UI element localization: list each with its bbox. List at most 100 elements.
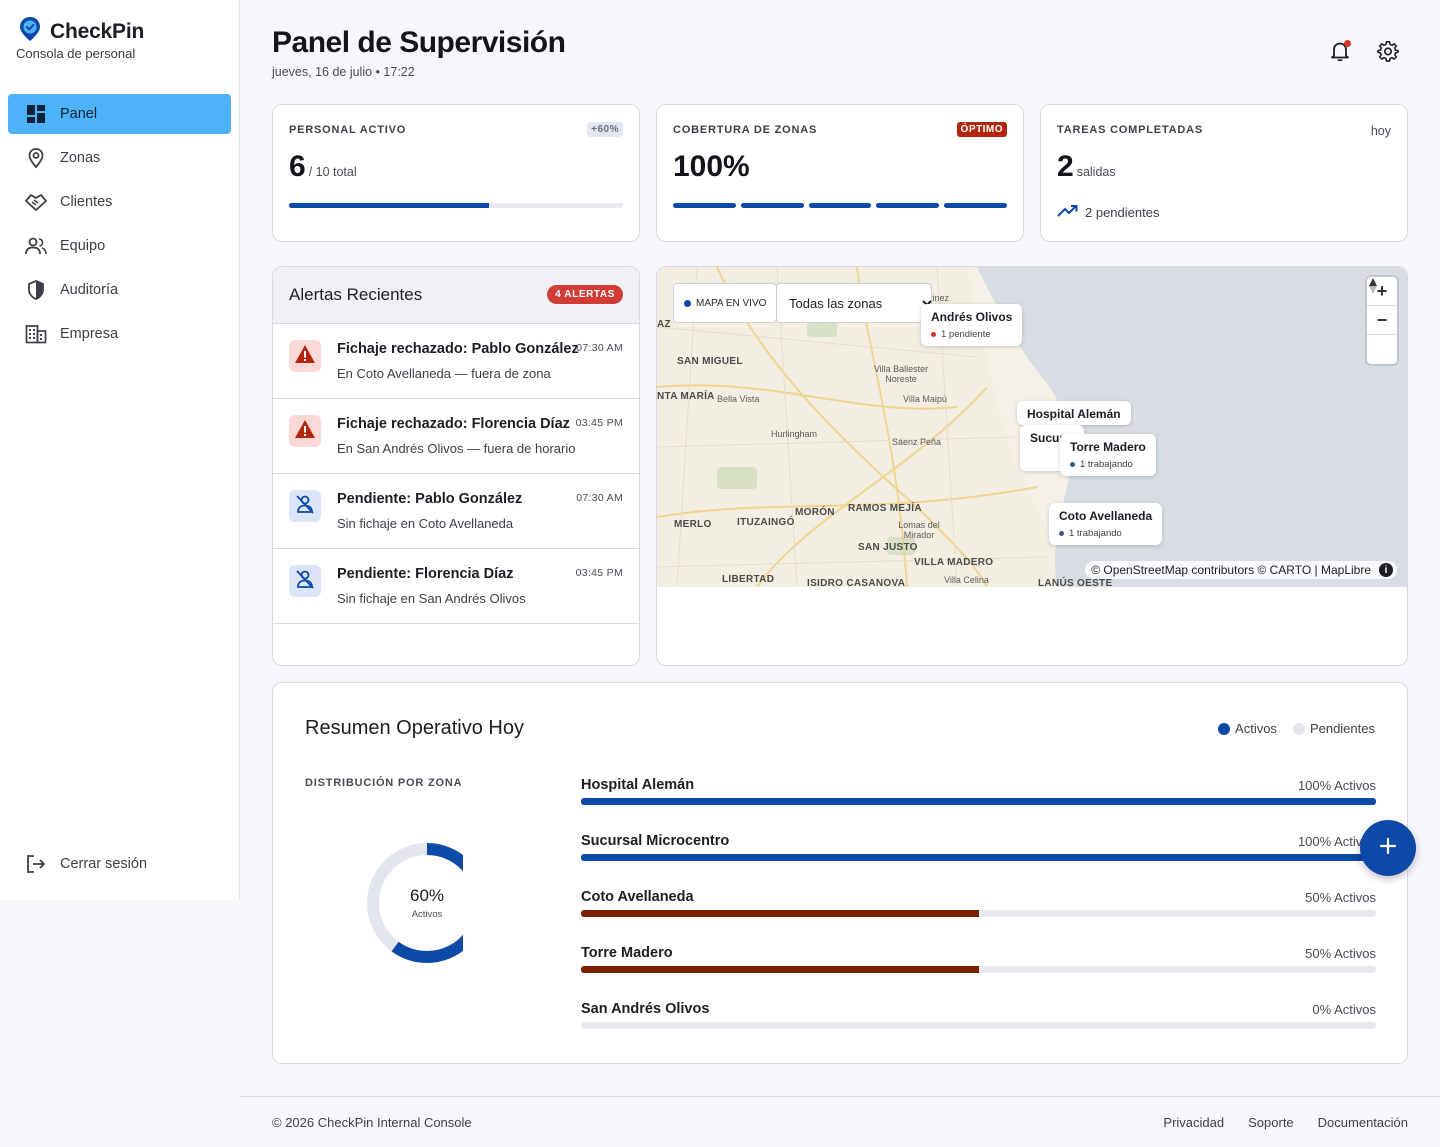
zone-filter-select[interactable]: Todas las zonas [776,283,932,323]
pending-count: 2 pendientes [1085,205,1160,220]
map-label: MORÓN [795,507,835,518]
map-marker-hospital-aleman[interactable]: Hospital Alemán [1017,401,1131,425]
dashboard-icon [24,102,48,126]
live-map[interactable]: rtinez AZ SAN MIGUEL NTA MARÍA Bella Vis… [657,267,1407,587]
alert-item[interactable]: Fichaje rechazado: Pablo González En Cot… [273,324,639,399]
map-label: ITUZAINGÓ [737,517,795,528]
sidebar-item-clientes[interactable]: Clientes [8,182,231,222]
logout-button[interactable]: Cerrar sesión [24,852,147,876]
map-marker-andres-olivos[interactable]: Andrés Olivos 1 pendiente [921,304,1023,346]
alert-title: Pendiente: Florencia Díaz [337,566,514,582]
marker-status: 1 trabajando [1059,528,1152,539]
alert-icon-bg [289,415,321,447]
map-marker-coto-avellaneda[interactable]: Coto Avellaneda 1 trabajando [1049,503,1163,545]
sidebar-nav: Panel Zonas Clientes Equipo Auditoría [8,94,231,358]
marker-status-text: 1 pendiente [941,329,991,340]
map-label: Lomas del Mirador [898,520,940,540]
alert-title: Pendiente: Pablo González [337,491,523,507]
time-text: 17:22 [383,65,415,79]
alerts-count-badge: 4 ALERTAS [547,285,623,304]
page-date: jueves, 16 de julio • 17:22 [272,65,415,79]
alert-item[interactable]: Pendiente: Pablo González Sin fichaje en… [273,474,639,549]
alert-icon-bg [289,565,321,597]
person-off-icon [294,493,316,520]
staff-progress-bar [289,203,623,208]
sidebar-item-zonas[interactable]: Zonas [8,138,231,178]
stat-card-tasks: TAREAS COMPLETADAS hoy 2 salidas 2 pendie… [1040,104,1408,242]
alert-icon-bg [289,340,321,372]
alert-icon-bg [289,490,321,522]
trend-badge: +60% [587,122,623,137]
zone-row: Torre Madero 50% Activos [581,945,1376,1001]
coverage-segment [673,203,736,208]
alert-description: En San Andrés Olivos — fuera de horario [337,441,576,456]
status-dot [1070,462,1075,467]
alert-item[interactable]: Pendiente: Florencia Díaz Sin fichaje en… [273,549,639,624]
map-panel: rtinez AZ SAN MIGUEL NTA MARÍA Bella Vis… [656,266,1408,666]
donut-mask [463,839,491,967]
add-fab-button[interactable] [1360,820,1416,876]
map-label: Villa Maipú [903,394,947,404]
attribution-text: © OpenStreetMap contributors © CARTO | M… [1091,563,1371,577]
footer-link-privacy[interactable]: Privacidad [1163,1115,1225,1130]
stat-label: TAREAS COMPLETADAS [1057,124,1203,136]
alert-item[interactable]: Fichaje rechazado: Florencia Díaz En San… [273,399,639,474]
sidebar-item-auditoria[interactable]: Auditoría [8,270,231,310]
zone-bar-fill [581,854,1376,861]
group-icon [24,234,48,258]
trending-up-icon [1057,204,1079,221]
brand[interactable]: CheckPin [18,16,144,47]
map-label: SAN JUSTO [858,542,918,553]
handshake-icon [24,190,48,214]
footer-link-support[interactable]: Soporte [1248,1115,1294,1130]
map-label: LANÚS OESTE [1038,578,1113,587]
zone-filter-value: Todas las zonas [789,295,883,311]
footer-link-docs[interactable]: Documentación [1317,1115,1408,1130]
bell-icon [1330,40,1350,67]
compass-button[interactable] [1367,278,1397,364]
checkpin-logo-icon [18,16,42,47]
building-icon [24,322,48,346]
coverage-segment [876,203,940,208]
date-separator: • [375,65,384,79]
map-marker-torre-madero[interactable]: Torre Madero 1 trabajando [1060,434,1156,476]
stat-label: COBERTURA DE ZONAS [673,124,818,136]
notifications-button[interactable] [1325,38,1355,68]
live-dot [684,299,691,307]
shield-icon [24,278,48,302]
active-donut-chart [367,839,491,967]
sidebar-item-label: Equipo [60,238,106,254]
zoom-out-button[interactable]: − [1367,306,1397,335]
map-label: Hurlingham [771,429,818,439]
alert-description: Sin fichaje en San Andrés Olivos [337,591,526,606]
page-title: Panel de Supervisión [272,26,566,59]
person-off-icon [294,568,316,595]
sidebar-item-label: Auditoría [60,282,119,298]
date-text: jueves, 16 de julio [272,65,373,79]
sidebar-item-panel[interactable]: Panel [8,94,231,134]
zone-bar-track [581,798,1376,805]
summary-title: Resumen Operativo Hoy [305,717,524,739]
live-map-chip[interactable]: MAPA EN VIVO [673,283,778,323]
staff-progress-fill [289,203,490,208]
stat-label: PERSONAL ACTIVO [289,124,407,136]
alert-description: Sin fichaje en Coto Avellaneda [337,516,514,531]
alerts-panel: Alertas Recientes 4 ALERTAS Fichaje rech… [272,266,640,666]
sidebar-item-empresa[interactable]: Empresa [8,314,231,354]
stat-number: 2 [1057,150,1074,183]
info-icon[interactable]: i [1379,563,1393,577]
stat-value: 100% [673,150,750,183]
settings-button[interactable] [1373,38,1403,68]
map-label: MERLO [674,519,712,530]
footer: © 2026 CheckPin Internal Console Privaci… [240,1096,1440,1147]
zoom-in-button[interactable]: + [1367,277,1397,306]
stat-value: 6/ 10 total [289,150,357,184]
notification-dot [1344,40,1351,47]
alert-time: 03:45 PM [575,567,623,579]
sidebar-item-equipo[interactable]: Equipo [8,226,231,266]
status-badge: ÓPTIMO [956,122,1007,137]
marker-title: Torre Madero [1070,440,1146,454]
zone-bar-track [581,966,1376,973]
brand-name: CheckPin [50,19,145,43]
warning-icon [294,344,316,369]
